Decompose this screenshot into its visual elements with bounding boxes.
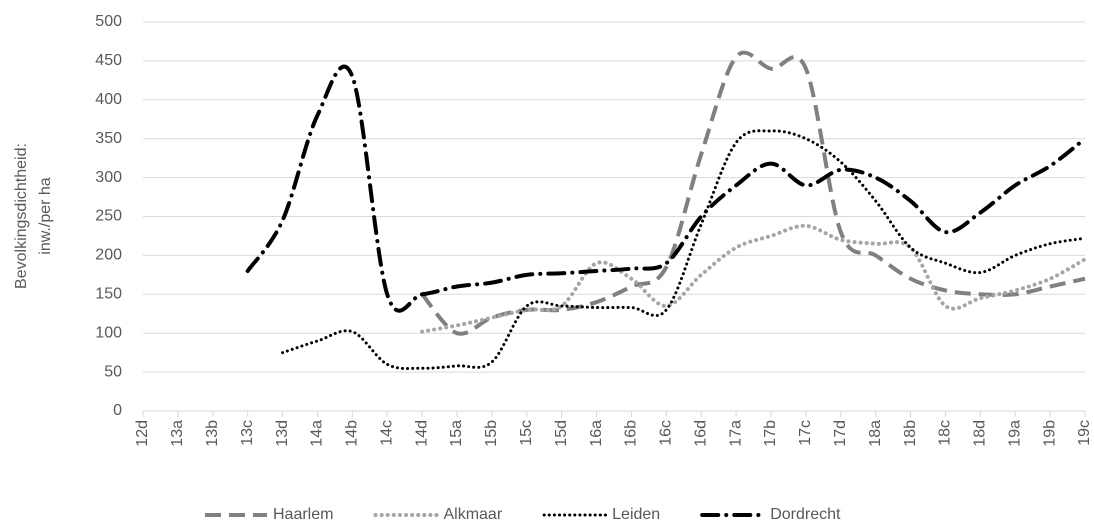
x-tick-label: 18b [902, 420, 919, 447]
x-tick-label: 18a [867, 420, 884, 447]
x-tick-label: 19b [1041, 420, 1058, 447]
x-tick-label: 12d [134, 420, 151, 447]
y-tick-label: 350 [95, 130, 122, 147]
series-line [281, 129, 1087, 370]
y-tick-label: 500 [95, 13, 122, 30]
x-tick-label: 17d [832, 420, 849, 447]
x-tick-label: 19c [1076, 420, 1093, 446]
y-tick-label: 300 [95, 169, 122, 186]
x-tick-label: 18c [937, 420, 954, 446]
x-tick-label: 13c [239, 420, 256, 446]
series-line [420, 50, 1086, 336]
x-tick-label: 14d [413, 420, 430, 447]
y-tick-label: 200 [95, 247, 122, 264]
y-axis-label: Bevolkingsdichtheid: [13, 143, 30, 289]
x-tick-label: 13d [274, 420, 291, 447]
x-tick-label: 14b [344, 420, 361, 447]
x-tick-label: 15d [553, 420, 570, 447]
x-tick-label: 15a [448, 420, 465, 447]
x-tick-label: 19a [1006, 420, 1023, 447]
x-tick-label: 13a [169, 420, 186, 447]
y-tick-label: 250 [95, 208, 122, 225]
x-tick-label: 17b [762, 420, 779, 447]
x-tick-label: 16d [692, 420, 709, 447]
legend-label: Dordrecht [770, 506, 841, 523]
y-tick-label: 400 [95, 91, 122, 108]
legend-label: Alkmaar [443, 506, 502, 523]
y-tick-label: 450 [95, 52, 122, 69]
x-tick-label: 16a [588, 420, 605, 447]
x-tick-label: 17a [727, 420, 744, 447]
x-tick-label: 13b [204, 420, 221, 447]
x-tick-label: 15c [518, 420, 535, 446]
y-tick-label: 100 [95, 324, 122, 341]
y-tick-label: 150 [95, 286, 122, 303]
x-tick-label: 16b [623, 420, 640, 447]
x-tick-label: 14c [378, 420, 395, 446]
x-tick-label: 15b [483, 420, 500, 447]
series-line [420, 223, 1087, 334]
series-line [245, 64, 1087, 313]
x-tick-label: 17c [797, 420, 814, 446]
x-tick-label: 16c [658, 420, 675, 446]
y-axis-label: inw./per ha [37, 177, 54, 254]
y-tick-label: 0 [113, 402, 122, 419]
x-tick-label: 14a [309, 420, 326, 447]
x-tick-label: 18d [972, 420, 989, 447]
y-tick-label: 50 [104, 363, 122, 380]
legend-label: Leiden [612, 506, 660, 523]
legend-label: Haarlem [273, 506, 333, 523]
